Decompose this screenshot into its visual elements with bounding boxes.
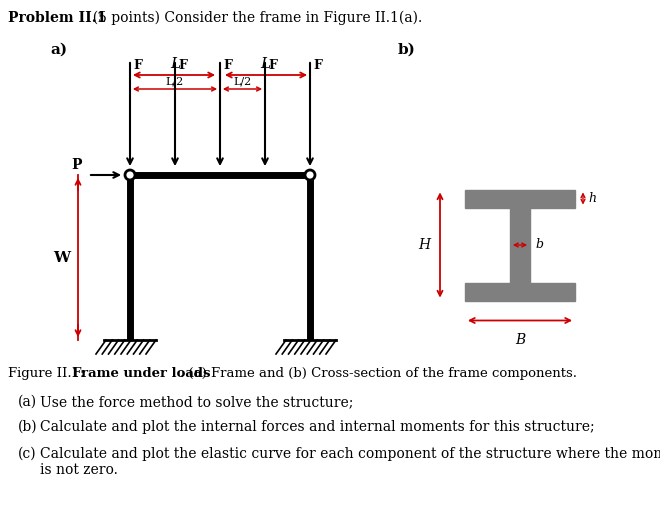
Text: Frame under loads: Frame under loads [72, 367, 211, 380]
Text: is not zero.: is not zero. [40, 463, 118, 477]
Text: Figure II.1:: Figure II.1: [8, 367, 88, 380]
Text: L: L [170, 57, 180, 71]
Text: Use the force method to solve the structure;: Use the force method to solve the struct… [40, 395, 353, 409]
Circle shape [125, 170, 135, 180]
Bar [465, 190, 575, 208]
Text: a): a) [50, 43, 67, 57]
Text: h: h [588, 192, 596, 205]
Text: F: F [178, 59, 187, 72]
Text: Calculate and plot the internal forces and internal moments for this structure;: Calculate and plot the internal forces a… [40, 420, 595, 434]
Text: L/2: L/2 [234, 76, 251, 86]
Text: F: F [268, 59, 277, 72]
Text: L: L [260, 57, 270, 71]
Text: b): b) [398, 43, 416, 57]
Text: L/2: L/2 [166, 76, 184, 86]
Text: B: B [515, 334, 525, 348]
Text: F: F [223, 59, 232, 72]
Text: F: F [313, 59, 322, 72]
Text: (b): (b) [18, 420, 38, 434]
Text: b: b [535, 238, 543, 251]
Text: . (a) Frame and (b) Cross-section of the frame components.: . (a) Frame and (b) Cross-section of the… [180, 367, 577, 380]
Text: (c): (c) [18, 447, 36, 461]
Text: H: H [418, 238, 430, 252]
Text: (a): (a) [18, 395, 37, 409]
Text: F: F [133, 59, 142, 72]
Text: W: W [53, 250, 71, 265]
Bar [465, 283, 575, 300]
Text: Problem II.1: Problem II.1 [8, 11, 106, 25]
Text: P: P [71, 158, 82, 172]
Text: (5 points) Consider the frame in Figure II.1(a).: (5 points) Consider the frame in Figure … [84, 11, 422, 25]
Circle shape [305, 170, 315, 180]
Bar [510, 208, 530, 283]
Text: Calculate and plot the elastic curve for each component of the structure where t: Calculate and plot the elastic curve for… [40, 447, 660, 461]
